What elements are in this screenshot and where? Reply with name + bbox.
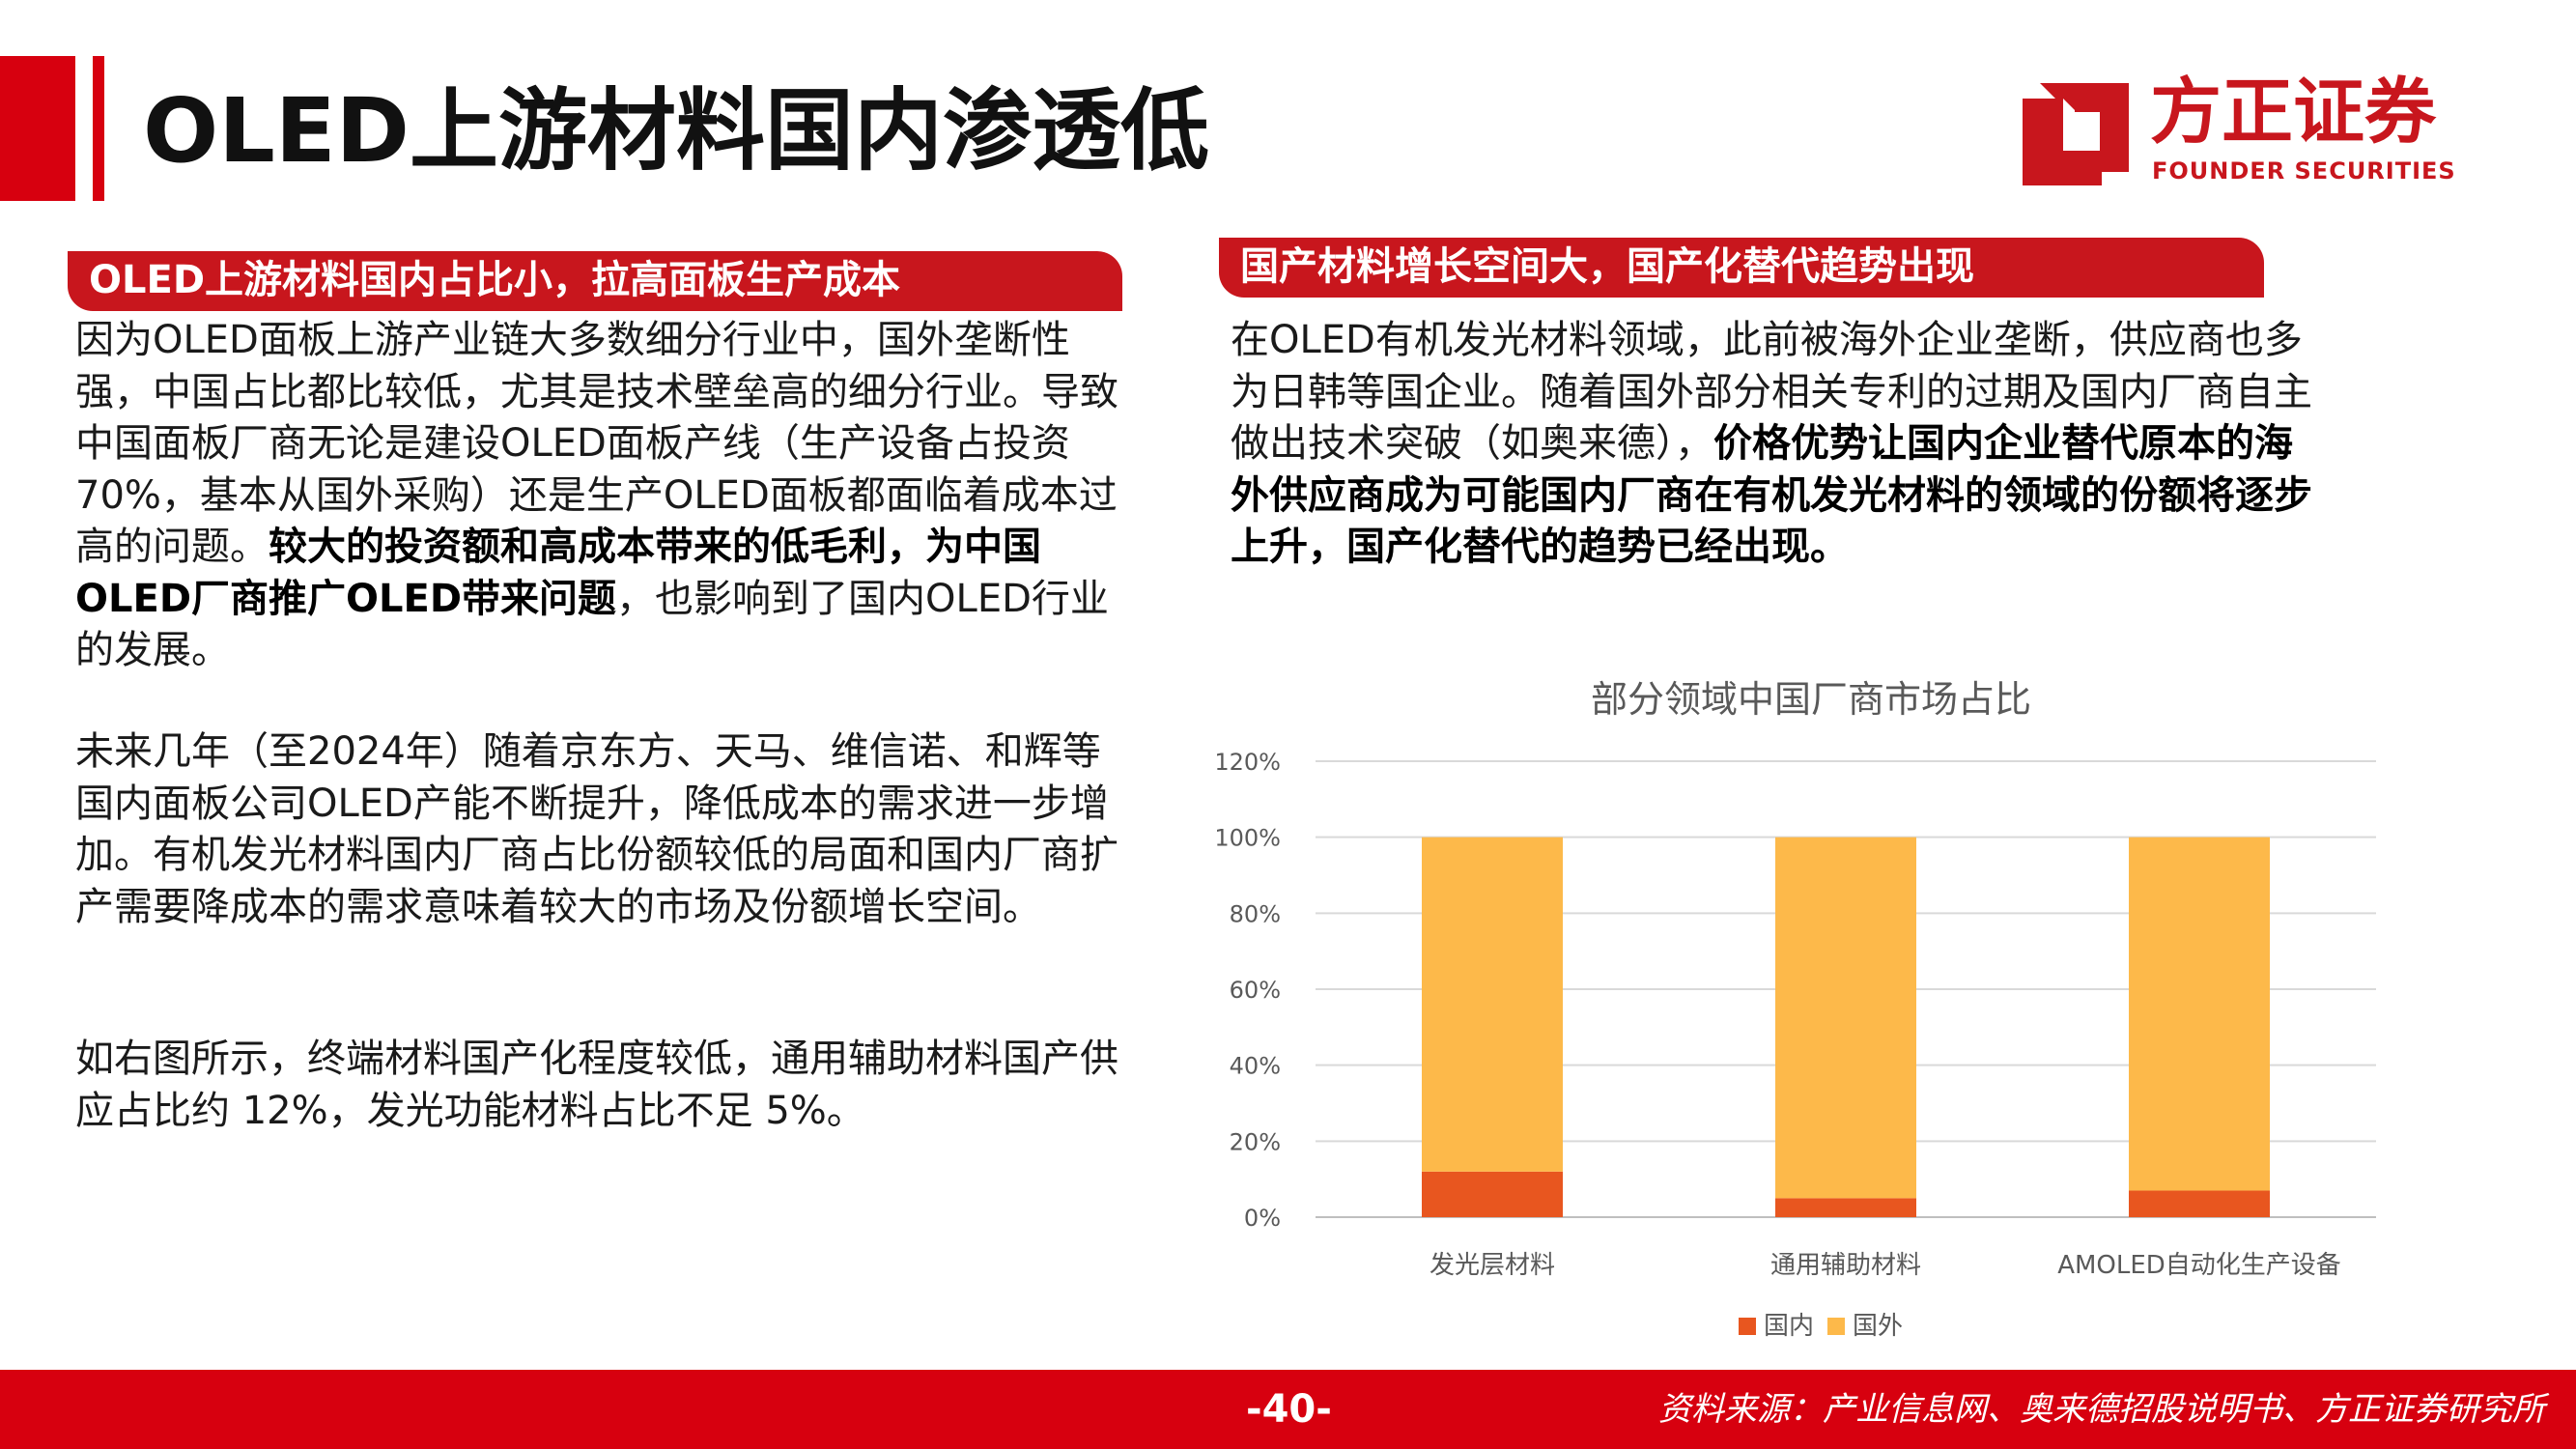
p4-bold-text: 价格优势让国内企业替代原本的海外供应商成为可能国内厂商在有机发光材料的领域的份额…	[1231, 421, 2312, 569]
x-tick-label: 发光层材料	[1430, 1251, 1555, 1280]
title-accent-line	[93, 56, 104, 201]
bar-segment	[1422, 837, 1563, 1172]
bar-segment	[2129, 1190, 2270, 1217]
bar-segment	[1422, 1171, 1563, 1217]
source-note: 资料来源：产业信息网、奥来德招股说明书、方正证券研究所	[1658, 1390, 2545, 1429]
y-tick-label: 60%	[1230, 977, 1281, 1004]
left-paragraph-1: 因为OLED面板上游产业链大多数细分行业中，国外垄断性强，中国占比都比较低，尤其…	[75, 315, 1138, 677]
bar-segment	[1775, 1198, 1916, 1217]
x-tick-label: AMOLED自动化生产设备	[2057, 1251, 2341, 1280]
p4-text: 在OLED有机发光材料领域，此前被海外企业垄断，供应商也多为日韩等国企业。随着国…	[1231, 318, 2312, 466]
legend-label: 国内	[1764, 1312, 1814, 1341]
y-tick-label: 20%	[1230, 1128, 1281, 1155]
p1-text-end: ，也影响到了国内OLED行业的发展。	[75, 576, 1109, 673]
page-number: -40-	[1246, 1387, 1332, 1432]
y-tick-label: 0%	[1244, 1205, 1281, 1232]
logo-text-en: FOUNDER SECURITIES	[2152, 157, 2456, 185]
y-tick-label: 40%	[1230, 1053, 1281, 1080]
legend-label: 国外	[1853, 1312, 1903, 1341]
left-paragraph-3: 如右图所示，终端材料国产化程度较低，通用辅助材料国产供应占比约 12%，发光功能…	[75, 1037, 1118, 1133]
founder-logo-icon	[2023, 83, 2129, 185]
title-accent-bar	[0, 56, 75, 201]
right-section-heading: 国产材料增长空间大，国产化替代趋势出现	[1219, 238, 2264, 298]
p1-bold-text: 较大的投资额和高成本带来的低毛利，为中国OLED厂商推广OLED带来问题	[75, 525, 1041, 621]
bar-segment	[2129, 837, 2270, 1191]
left-paragraph-2: 未来几年（至2024年）随着京东方、天马、维信诺、和辉等国内面板公司OLED产能…	[75, 729, 1118, 929]
page-title: OLED上游材料国内渗透低	[143, 79, 1210, 183]
founder-logo: 方正证券 FOUNDER SECURITIES	[2019, 66, 2463, 191]
p1-text: 因为OLED面板上游产业链大多数细分行业中，国外垄断性强，中国占比都比较低，尤其…	[75, 318, 1118, 569]
logo-text-cn: 方正证券	[2150, 71, 2436, 154]
x-tick-label: 通用辅助材料	[1770, 1251, 1921, 1280]
right-paragraph: 在OLED有机发光材料领域，此前被海外企业垄断，供应商也多为日韩等国企业。随着国…	[1231, 315, 2312, 574]
y-tick-label: 120%	[1214, 749, 1281, 776]
y-tick-label: 100%	[1214, 825, 1281, 852]
bar-segment	[1775, 837, 1916, 1199]
left-section-heading: OLED上游材料国内占比小，拉高面板生产成本	[68, 251, 1122, 311]
legend-swatch	[1827, 1318, 1845, 1335]
chart-title: 部分领域中国厂商市场占比	[1590, 678, 2031, 721]
footer-bar: -40- 资料来源：产业信息网、奥来德招股说明书、方正证券研究所	[0, 1370, 2576, 1449]
stacked-bar-chart: 0% 20% 40% 60% 80% 100% 120% 发光层材料 通用辅助材料 AMOLED自…	[1214, 749, 2376, 1341]
legend-swatch	[1739, 1318, 1756, 1335]
y-tick-label: 80%	[1230, 900, 1281, 927]
